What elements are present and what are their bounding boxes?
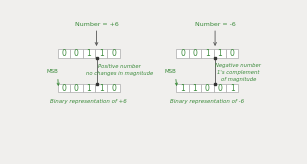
Text: 0: 0 [74, 84, 79, 93]
Text: 1: 1 [99, 49, 103, 58]
Text: 0: 0 [111, 84, 116, 93]
Text: 0: 0 [61, 84, 66, 93]
Bar [70, 84, 83, 92]
Bar [214, 84, 226, 92]
Text: 0: 0 [61, 49, 66, 58]
Text: 1: 1 [86, 49, 91, 58]
Text: Negative number
1's complement
of magnitude: Negative number 1's complement of magnit… [216, 63, 261, 82]
Text: 1: 1 [180, 84, 185, 93]
Bar [201, 84, 214, 92]
Bar [58, 49, 70, 58]
Text: MSB: MSB [164, 69, 176, 74]
Bar [58, 84, 70, 92]
Text: 0: 0 [111, 49, 116, 58]
Bar [226, 84, 238, 92]
Bar [70, 49, 83, 58]
Text: Binary representation of -6: Binary representation of -6 [170, 99, 244, 104]
Bar [189, 49, 201, 58]
Bar [95, 49, 107, 58]
Bar [201, 49, 214, 58]
Text: 0: 0 [230, 49, 235, 58]
Bar [189, 84, 201, 92]
Bar [176, 49, 189, 58]
Text: Number = -6: Number = -6 [195, 22, 235, 27]
Bar [226, 49, 238, 58]
Text: Number = +6: Number = +6 [75, 22, 119, 27]
Text: 0: 0 [192, 49, 197, 58]
Text: 1: 1 [192, 84, 197, 93]
Text: 0: 0 [217, 84, 222, 93]
Text: 1: 1 [217, 49, 222, 58]
Bar [214, 49, 226, 58]
Text: 1: 1 [99, 84, 103, 93]
Bar [107, 49, 120, 58]
Bar [107, 84, 120, 92]
Text: Binary representation of +6: Binary representation of +6 [50, 99, 127, 104]
Bar [176, 84, 189, 92]
Text: 1: 1 [230, 84, 235, 93]
Text: 1: 1 [86, 84, 91, 93]
Text: MSB: MSB [46, 69, 58, 74]
Text: 1: 1 [205, 49, 210, 58]
Bar [83, 84, 95, 92]
Text: 0: 0 [180, 49, 185, 58]
Text: 0: 0 [74, 49, 79, 58]
Bar [95, 84, 107, 92]
Text: 0: 0 [205, 84, 210, 93]
Bar [83, 49, 95, 58]
Text: Positive number
no changes in magnitude: Positive number no changes in magnitude [86, 64, 154, 76]
